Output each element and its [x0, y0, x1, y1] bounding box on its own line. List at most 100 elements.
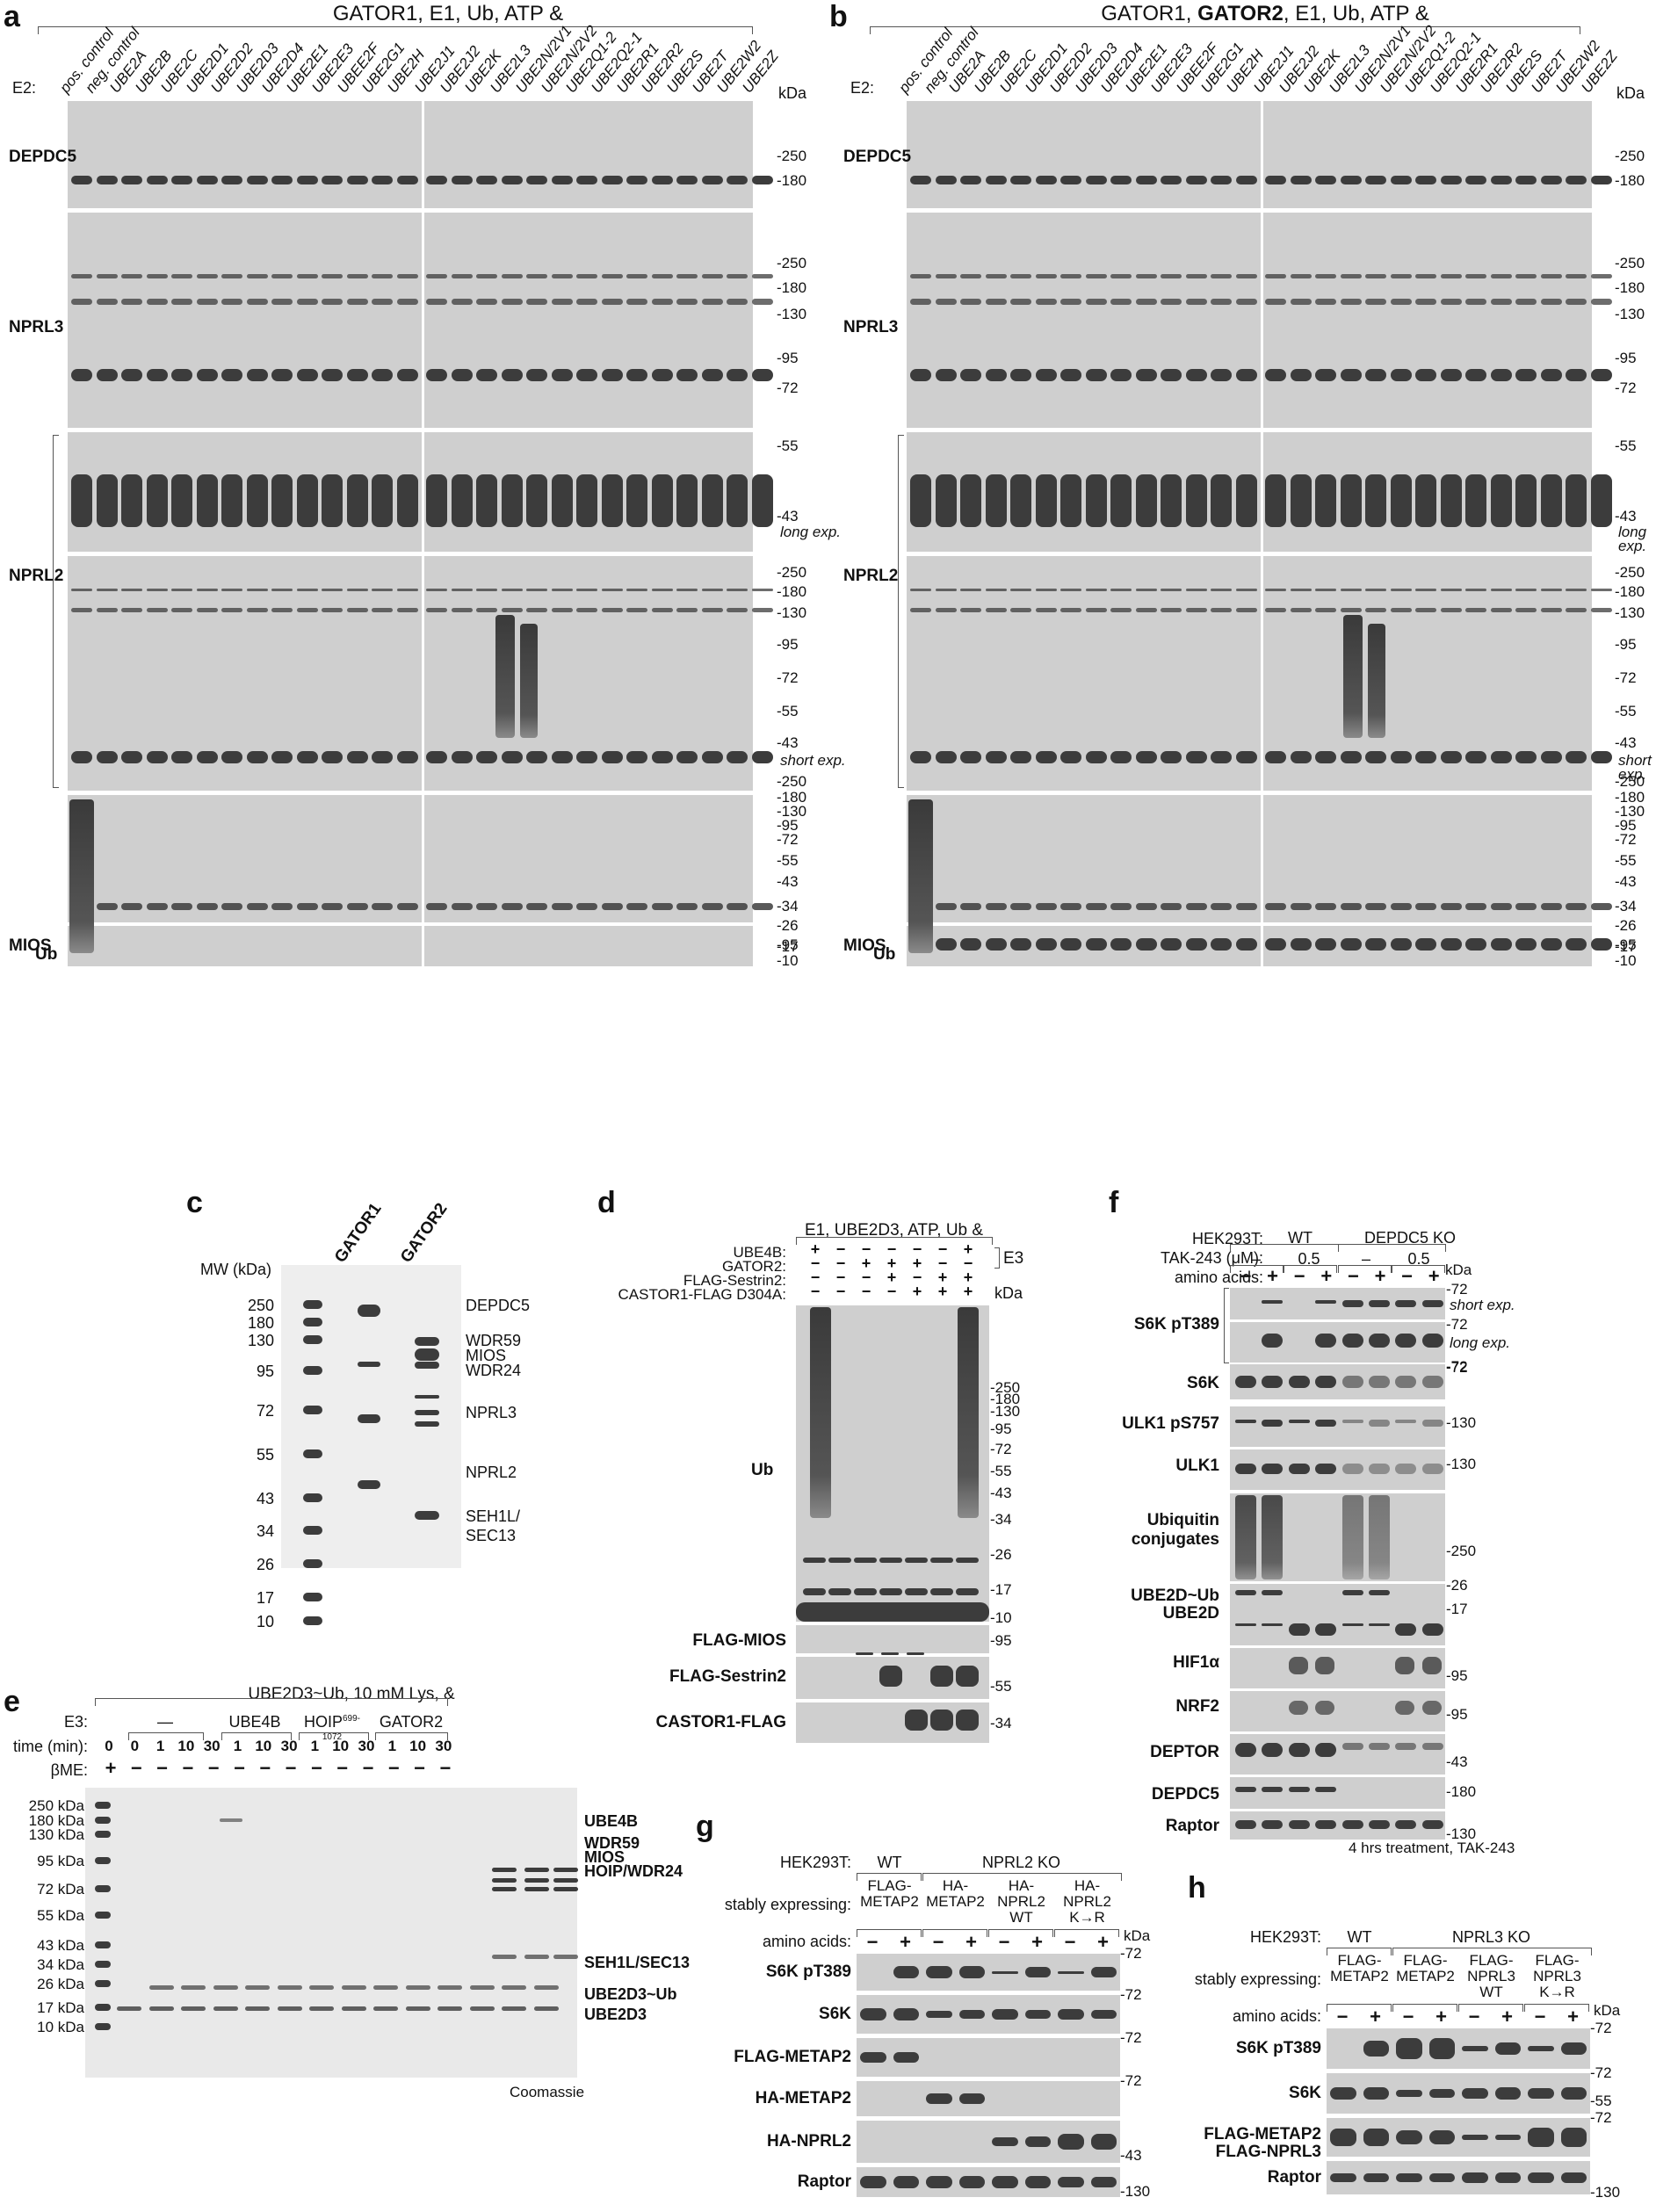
- band: [601, 903, 623, 910]
- ubiquitin-smear: [520, 624, 538, 738]
- mw-marker: 26: [990, 1546, 1012, 1564]
- ube2d3-band: [341, 2006, 366, 2011]
- pos-control-smear: [908, 799, 933, 953]
- ube2d-band: [1395, 1623, 1417, 1636]
- band: [1085, 274, 1107, 278]
- band: [935, 274, 957, 278]
- band: [1161, 751, 1182, 763]
- band-label: HOIP/WDR24: [584, 1862, 683, 1880]
- blot-label-s6k-pt389: S6K pT389: [1133, 1315, 1219, 1334]
- cell-wt: WT: [877, 1854, 902, 1871]
- band: [526, 299, 547, 305]
- panel-d-mios-blot: [796, 1625, 989, 1653]
- band: [1161, 299, 1182, 305]
- blot-label: DEPDC5: [1151, 1785, 1219, 1804]
- band: [551, 474, 573, 527]
- band: [296, 176, 318, 184]
- condition-value: −: [963, 1254, 973, 1272]
- band: [992, 1970, 1018, 1974]
- band: [1540, 608, 1562, 612]
- panel-b-title: GATOR1, GATOR2, E1, Ub, ATP &: [1101, 2, 1429, 25]
- band: [1365, 176, 1386, 184]
- mw-marker: 250: [1615, 255, 1645, 272]
- band: [1340, 938, 1362, 951]
- band: [1428, 2130, 1455, 2144]
- band: [1265, 176, 1286, 184]
- band: [727, 751, 748, 763]
- amino-acid-value: −: [1240, 1265, 1252, 1287]
- ube2d-band: [1262, 1623, 1284, 1626]
- ladder-band: [303, 1300, 322, 1309]
- band: [271, 274, 293, 278]
- condition-value: −: [861, 1240, 871, 1258]
- band: [1110, 176, 1132, 184]
- band: [905, 1588, 928, 1595]
- band: [1262, 1787, 1284, 1792]
- blot-strip: [1230, 1777, 1445, 1809]
- ube2d-band: [1235, 1623, 1256, 1626]
- construct-label: METAP2: [926, 1893, 985, 1910]
- ubiquitin-smear: [1341, 1495, 1363, 1579]
- amino-acid-value: +: [1031, 1931, 1043, 1953]
- band: [1396, 2173, 1422, 2182]
- ladder-band: [95, 1857, 111, 1864]
- band: [1440, 903, 1462, 910]
- band: [1490, 274, 1512, 278]
- band: [1315, 903, 1336, 910]
- construct-label: FLAG-: [1403, 1952, 1448, 1969]
- ladder-band: [95, 1941, 111, 1948]
- band: [96, 369, 118, 381]
- band: [926, 2176, 952, 2188]
- blot-label-castor1-flag: CASTOR1-FLAG: [655, 1713, 786, 1731]
- band: [727, 474, 748, 527]
- mw-marker: 95: [777, 936, 799, 954]
- band: [146, 608, 168, 612]
- band: [221, 903, 242, 910]
- band: [1330, 2129, 1356, 2146]
- band: [601, 589, 623, 591]
- blot-label-mios: MIOS: [9, 936, 52, 955]
- band: [828, 1558, 851, 1563]
- gator2-band: [415, 1395, 439, 1399]
- band: [96, 274, 118, 278]
- ube2d3-ub-band: [405, 1985, 430, 1990]
- band: [1035, 751, 1057, 763]
- band: [1315, 1334, 1337, 1348]
- ube2d3-ub-band: [213, 1985, 238, 1990]
- band: [1566, 938, 1587, 951]
- band: [501, 274, 523, 278]
- band: [727, 608, 748, 612]
- construct-label: K→R: [1069, 1909, 1105, 1926]
- time-value: 1: [310, 1738, 320, 1754]
- band: [121, 369, 142, 381]
- blot-label: S6K: [819, 2005, 851, 2023]
- mw-marker: 250: [777, 773, 806, 791]
- band: [935, 176, 957, 184]
- ladder-band: [303, 1559, 322, 1568]
- condition-value: −: [835, 1254, 846, 1272]
- band: [1440, 938, 1462, 951]
- band: [271, 474, 293, 527]
- band: [322, 299, 343, 305]
- band: [935, 751, 957, 763]
- band: [935, 608, 957, 612]
- band: [1365, 474, 1386, 527]
- mw-marker: 72: [1590, 2020, 1612, 2037]
- mw-marker: 130: [1615, 306, 1645, 323]
- condition-label: CASTOR1-FLAG D304A:: [618, 1286, 786, 1303]
- band: [451, 903, 473, 910]
- mw-marker: 250: [1615, 564, 1645, 582]
- band: [1085, 176, 1107, 184]
- band: [296, 903, 318, 910]
- band: [854, 1588, 877, 1595]
- amino-acid-value: +: [1435, 2006, 1447, 2028]
- band: [985, 608, 1007, 612]
- nprl2-bracket: [898, 435, 904, 788]
- band: [626, 903, 647, 910]
- castor1-flag-band: [956, 1710, 979, 1731]
- band: [935, 938, 957, 951]
- time-value: 30: [435, 1738, 452, 1754]
- mw-marker: 72: [1446, 1281, 1468, 1298]
- band: [751, 589, 773, 591]
- amino-acid-value: −: [1468, 2006, 1480, 2028]
